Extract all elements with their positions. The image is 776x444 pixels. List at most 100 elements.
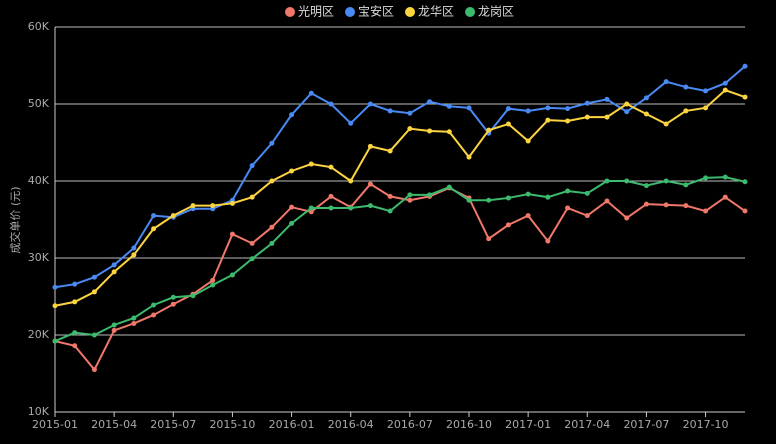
data-point xyxy=(703,175,709,181)
data-point xyxy=(703,208,709,214)
x-tick-label: 2015-10 xyxy=(209,418,255,431)
y-tick-label: 10K xyxy=(28,405,50,418)
x-tick-label: 2016-01 xyxy=(269,418,315,431)
data-point xyxy=(348,205,354,211)
data-point xyxy=(210,282,216,288)
data-point xyxy=(486,127,492,133)
legend: 光明区 宝安区 龙华区 龙岗区 xyxy=(285,4,514,19)
data-point xyxy=(466,105,472,111)
data-point xyxy=(446,129,452,135)
data-point xyxy=(91,289,97,295)
data-point xyxy=(722,174,728,180)
data-point xyxy=(703,105,709,111)
data-point xyxy=(604,198,610,204)
data-point xyxy=(505,195,511,201)
data-point xyxy=(624,215,630,221)
data-point xyxy=(742,63,748,69)
data-point xyxy=(643,95,649,101)
data-point xyxy=(249,194,255,200)
data-point xyxy=(624,178,630,184)
data-point xyxy=(565,106,571,112)
data-point xyxy=(663,178,669,184)
data-point xyxy=(328,101,334,107)
legend-marker xyxy=(405,7,416,17)
data-point xyxy=(308,209,314,215)
data-point xyxy=(446,103,452,109)
data-point xyxy=(604,114,610,120)
data-point xyxy=(584,190,590,196)
data-point xyxy=(190,293,196,299)
x-tick-label: 2015-04 xyxy=(91,418,137,431)
data-point xyxy=(742,94,748,100)
data-point xyxy=(269,224,275,230)
data-point xyxy=(367,181,373,187)
legend-marker xyxy=(285,7,295,17)
x-tick-label: 2015-07 xyxy=(150,418,196,431)
data-point xyxy=(407,197,413,203)
data-point xyxy=(52,303,58,309)
data-point xyxy=(151,312,157,318)
data-point xyxy=(308,90,314,96)
data-point xyxy=(446,184,452,190)
data-point xyxy=(545,238,551,244)
data-point xyxy=(407,126,413,132)
x-tick-label: 2017-01 xyxy=(505,418,551,431)
data-point xyxy=(387,193,393,199)
data-point xyxy=(486,197,492,203)
data-point xyxy=(367,203,373,209)
data-point xyxy=(407,110,413,116)
data-point xyxy=(565,188,571,194)
data-point xyxy=(505,222,511,228)
data-point xyxy=(229,231,235,237)
data-point xyxy=(387,148,393,154)
data-point xyxy=(683,203,689,209)
data-point xyxy=(52,338,58,344)
data-point xyxy=(348,120,354,126)
x-tick-label: 2016-04 xyxy=(328,418,374,431)
data-point xyxy=(72,343,78,349)
data-point xyxy=(466,197,472,203)
data-point xyxy=(643,183,649,189)
data-point xyxy=(328,193,334,199)
data-point xyxy=(111,322,117,328)
legend-label: 龙岗区 xyxy=(478,5,514,19)
data-point xyxy=(505,121,511,127)
data-point xyxy=(229,200,235,206)
data-point xyxy=(525,213,531,219)
data-point xyxy=(91,332,97,338)
y-tick-label: 40K xyxy=(28,174,50,187)
x-tick-label: 2017-04 xyxy=(564,418,610,431)
data-point xyxy=(545,105,551,111)
data-point xyxy=(663,79,669,85)
data-point xyxy=(367,143,373,149)
data-point xyxy=(545,194,551,200)
data-point xyxy=(111,269,117,275)
data-point xyxy=(72,299,78,305)
data-point xyxy=(111,327,117,333)
data-point xyxy=(91,274,97,280)
y-tick-label: 20K xyxy=(28,328,50,341)
data-point xyxy=(683,108,689,114)
data-point xyxy=(466,154,472,160)
data-point xyxy=(663,121,669,127)
x-tick-label: 2016-10 xyxy=(446,418,492,431)
data-point xyxy=(249,256,255,262)
data-point xyxy=(584,213,590,219)
data-point xyxy=(229,272,235,278)
data-point xyxy=(170,294,176,300)
data-point xyxy=(308,161,314,167)
data-point xyxy=(72,330,78,336)
legend-label: 龙华区 xyxy=(418,5,454,19)
data-point xyxy=(151,302,157,308)
data-point xyxy=(170,301,176,307)
data-point xyxy=(427,128,433,134)
data-point xyxy=(131,320,137,326)
data-point xyxy=(289,168,295,174)
data-point xyxy=(210,277,216,283)
data-point xyxy=(387,208,393,214)
data-point xyxy=(131,252,137,258)
data-point xyxy=(722,80,728,86)
data-point xyxy=(151,213,157,219)
data-point xyxy=(289,112,295,118)
x-tick-label: 2017-10 xyxy=(683,418,729,431)
